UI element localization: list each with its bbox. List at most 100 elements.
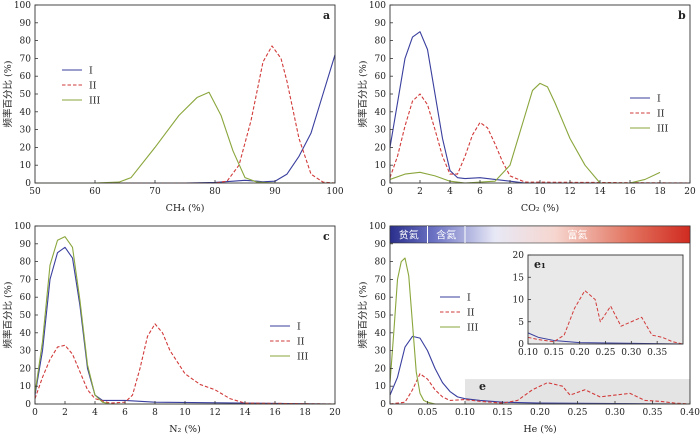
x-tick-label: 4	[447, 187, 453, 197]
highlight-region	[465, 379, 690, 404]
x-tick-label: 8	[152, 408, 158, 418]
y-tick-label: 40	[20, 329, 32, 339]
legend-label-3: III	[467, 323, 479, 334]
x-tick-label: 0.30	[605, 408, 625, 418]
panel-b: 0 2 4 6 8 10 12 14 16 18 20 0 10 20 30 40 50 60 70 80 90 100 C…	[357, 1, 696, 214]
plot-frame	[34, 225, 336, 405]
x-tick-label: 0.25	[567, 408, 587, 418]
y-tick-label: 5	[518, 318, 524, 328]
y-tick-label: 80	[375, 258, 387, 268]
y-tick-label: 40	[375, 329, 387, 339]
series-line-1	[389, 31, 690, 184]
y-tick-label: 50	[375, 90, 387, 100]
band-label-2: 含氦	[436, 229, 456, 242]
y-tick-label: 40	[20, 108, 32, 118]
x-tick-label: 6	[477, 187, 483, 197]
y-tick-label: 60	[20, 293, 32, 303]
legend-label-1: I	[89, 66, 93, 77]
x-tick-label: 14	[239, 408, 251, 418]
y-tick-label: 20	[513, 251, 525, 261]
x-axis-label: He (%)	[523, 424, 556, 435]
y-tick-label: 80	[375, 37, 387, 47]
panel-a: 50 60 70 80 90 100 0 10 20 30 40 50 60 70 80 90 100 CH₄ (…	[2, 1, 344, 214]
y-tick-label: 0	[380, 400, 386, 410]
legend-label-1: I	[657, 94, 661, 105]
y-tick-label: 0	[25, 179, 31, 189]
series-line-2	[389, 93, 691, 184]
x-tick-label: 0.35	[642, 408, 662, 418]
y-tick-label: 100	[14, 1, 31, 11]
panel-e1: 0.10 0.15 0.20 0.25 0.30 0.35 0 5 10 15 20 e₁	[513, 251, 684, 358]
y-tick-label: 70	[20, 54, 32, 64]
x-tick-label: 16	[624, 187, 636, 197]
y-axis-label: 频率百分比 (%)	[357, 282, 369, 349]
legend-label-1: I	[297, 322, 301, 333]
y-tick-label: 90	[20, 19, 32, 29]
y-tick-label: 15	[513, 273, 525, 283]
legend-label-2: II	[297, 337, 305, 348]
y-tick-label: 70	[20, 275, 32, 285]
x-axis-label: N₂ (%)	[169, 424, 201, 435]
highlight-label: e	[479, 380, 486, 393]
x-tick-label: 90	[269, 187, 281, 197]
series-line-1	[35, 54, 336, 184]
x-tick-label: 4	[92, 408, 98, 418]
x-tick-label: 80	[209, 187, 221, 197]
y-tick-label: 20	[20, 364, 32, 374]
y-axis-label: 频率百分比 (%)	[2, 282, 14, 349]
x-tick-label: 12	[209, 408, 220, 418]
x-tick-label: 0	[32, 408, 38, 418]
y-tick-label: 30	[20, 347, 32, 357]
x-axis-label: CO₂ (%)	[521, 203, 559, 214]
x-tick-label: 20	[684, 187, 696, 197]
y-tick-label: 80	[20, 37, 32, 47]
y-tick-label: 30	[20, 126, 32, 136]
y-tick-label: 80	[20, 258, 32, 268]
panel-letter: a	[323, 9, 330, 22]
y-tick-label: 20	[375, 143, 387, 153]
x-tick-label: 10	[534, 187, 546, 197]
series-line-3	[34, 236, 335, 405]
y-tick-label: 10	[20, 161, 32, 171]
x-tick-label: 0	[387, 408, 393, 418]
x-tick-label: 0.05	[417, 408, 437, 418]
y-axis-label: 频率百分比 (%)	[357, 61, 369, 128]
band-label-3: 富氦	[568, 229, 588, 242]
y-tick-label: 60	[375, 293, 387, 303]
x-tick-label: 0.10	[518, 348, 538, 358]
x-tick-label: 10	[179, 408, 191, 418]
y-tick-label: 90	[375, 19, 387, 29]
legend-label-2: II	[467, 308, 475, 319]
x-tick-label: 16	[269, 408, 281, 418]
y-tick-label: 50	[20, 311, 32, 321]
x-tick-label: 0.15	[492, 408, 512, 418]
plot-frame	[34, 4, 336, 184]
x-tick-label: 0.10	[455, 408, 475, 418]
x-tick-label: 100	[326, 187, 343, 197]
x-tick-label: 0.15	[544, 348, 564, 358]
y-tick-label: 50	[375, 311, 387, 321]
series-line-2	[34, 323, 336, 405]
x-tick-label: 0.30	[621, 348, 641, 358]
x-tick-label: 12	[564, 187, 575, 197]
series-line-2	[35, 45, 336, 184]
helium-class-band	[389, 225, 691, 244]
x-tick-label: 0.20	[570, 348, 590, 358]
panel-d: e 0 0.05 0.10 0.15 0.20 0.25 0.30 0.35 0.40 0 10 20 3…	[357, 222, 700, 435]
x-tick-label: 18	[654, 187, 666, 197]
y-tick-label: 100	[369, 222, 386, 232]
legend-label-2: II	[657, 109, 665, 120]
y-tick-label: 0	[25, 400, 31, 410]
legend-label-3: III	[657, 124, 669, 135]
x-tick-label: 6	[122, 408, 128, 418]
x-tick-label: 70	[149, 187, 161, 197]
x-tick-label: 50	[29, 187, 41, 197]
x-tick-label: 0.25	[595, 348, 615, 358]
y-tick-label: 30	[375, 126, 387, 136]
legend-label-1: I	[467, 293, 471, 304]
series-line-1	[527, 332, 684, 345]
y-tick-label: 20	[20, 143, 32, 153]
x-tick-label: 14	[594, 187, 606, 197]
y-tick-label: 10	[20, 382, 32, 392]
